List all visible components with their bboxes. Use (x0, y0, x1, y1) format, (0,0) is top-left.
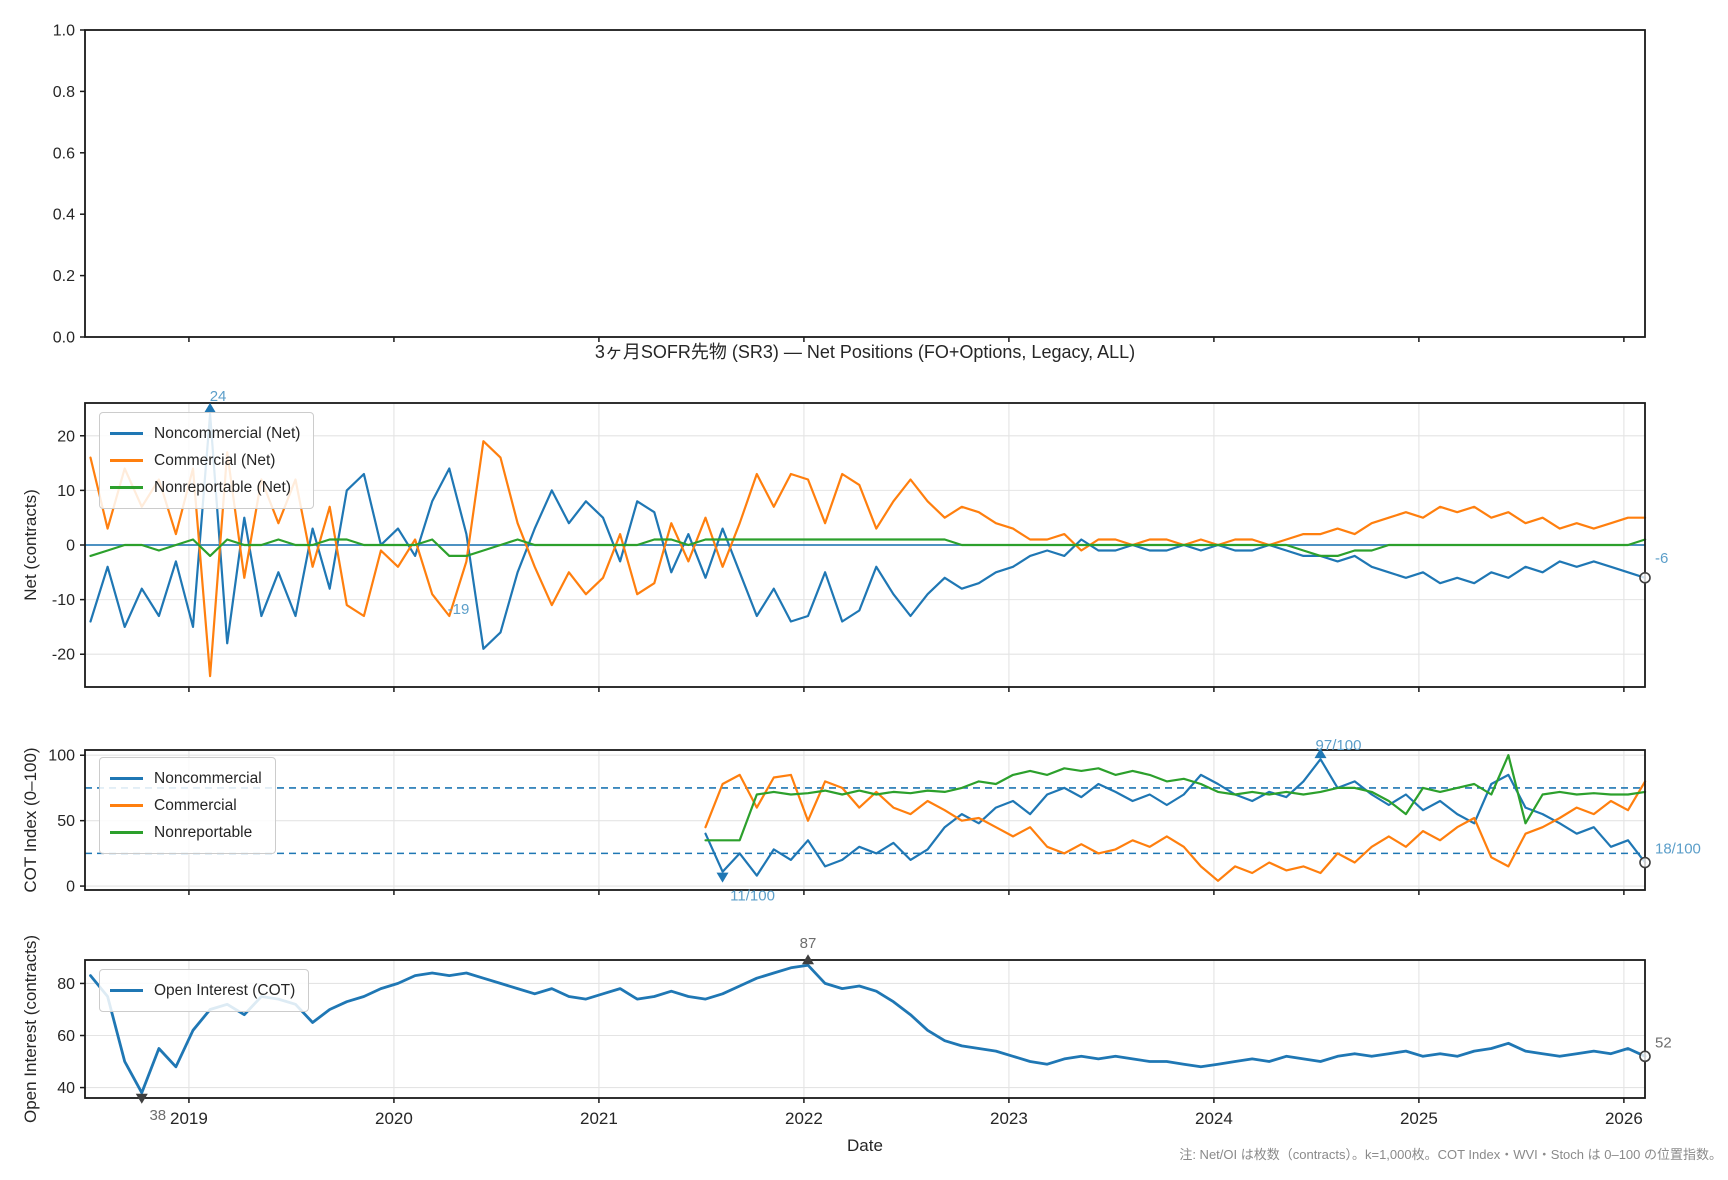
x-tick-label: 2019 (170, 1109, 208, 1128)
series-line-open-interest-cot- (89, 963, 1647, 1095)
end-point-circle (1639, 571, 1651, 584)
end-point-circle (1639, 856, 1651, 869)
annotation-blue: 24 (210, 388, 227, 405)
y-tick-label: 0.4 (53, 207, 75, 224)
line-swatch-commercial (110, 804, 143, 807)
footnote: 注: Net/OI は枚数（contracts）。k=1,000枚。COT In… (1179, 1147, 1722, 1162)
legend-cot-index: Noncommercial Commercial Nonreportable (99, 757, 276, 854)
legend-label: Commercial (Net) (154, 451, 276, 469)
chart-title: 3ヶ月SOFR先物 (SR3) — Net Positions (FO+Opti… (594, 342, 1136, 362)
annotation-blue: -6 (1655, 550, 1668, 567)
legend-label: Nonreportable (Net) (154, 478, 291, 496)
line-swatch-noncommercial (110, 432, 143, 435)
legend-label: Open Interest (COT) (154, 981, 296, 999)
axes-spines (84, 29, 1646, 338)
annotation-gray: 87 (800, 935, 817, 952)
annotation-blue: 11/100 (730, 888, 775, 905)
y-tick-label: 0.0 (53, 330, 75, 347)
legend-item: Commercial (Net) (110, 447, 300, 474)
y-tick-label: -10 (52, 592, 75, 609)
annotation-gray: 38 (149, 1107, 166, 1124)
series-line-noncommercial-net- (89, 412, 1647, 650)
legend-label: Nonreportable (154, 823, 253, 841)
min-marker-arrow-down (135, 1093, 148, 1104)
legend-item: Nonreportable (110, 819, 262, 846)
y-tick-label: 60 (57, 1028, 75, 1045)
panel-placeholder: 0.0 0.2 0.4 0.6 0.8 1.0 (53, 23, 1646, 347)
y-tick-label: 1.0 (53, 23, 75, 40)
y-tick-label: 40 (57, 1080, 75, 1097)
legend-item: Commercial (110, 792, 262, 819)
panel-net_positions: -20 -10 0 10 20 24 -19 -6 (52, 388, 1668, 692)
annotation-blue: -19 (448, 601, 470, 618)
series-line-commercial (704, 773, 1647, 882)
line-swatch-nonreportable (110, 486, 143, 489)
ylabel-open-interest: Open Interest (contracts) (21, 934, 40, 1124)
x-tick-label: 2020 (375, 1109, 413, 1128)
series-line-noncommercial (704, 758, 1647, 877)
ylabel-cot-index: COT Index (0–100) (21, 747, 40, 893)
y-tick-label: 0 (66, 538, 75, 555)
panel-open_interest: 2019 2020 2021 2022 2023 2024 2025 2026 40 60 80 38… (57, 935, 1671, 1128)
x-tick-label: 2024 (1195, 1109, 1233, 1128)
y-tick-label: 0.6 (53, 145, 75, 162)
max-marker-arrow-up (802, 954, 815, 965)
y-tick-label: 50 (57, 813, 75, 830)
max-marker-arrow-up (1314, 748, 1327, 759)
y-tick-label: 0 (66, 879, 75, 896)
ylabel-net: Net (contracts) (21, 489, 40, 601)
legend-item: Noncommercial (Net) (110, 420, 300, 447)
legend-open-interest: Open Interest (COT) (99, 969, 310, 1012)
y-tick-label: 20 (57, 428, 75, 445)
legend-net-positions: Noncommercial (Net) Commercial (Net) Non… (99, 412, 315, 509)
x-tick-label: 2026 (1605, 1109, 1643, 1128)
legend-item: Noncommercial (110, 765, 262, 792)
xlabel-date: Date (847, 1136, 883, 1155)
panel-cot_index: 0 50 100 97/100 11/100 18/100 (48, 737, 1701, 905)
legend-label: Commercial (154, 796, 237, 814)
series-line-nonreportable (704, 754, 1647, 842)
y-tick-label: 10 (57, 483, 75, 500)
annotation-gray: 52 (1655, 1034, 1672, 1051)
legend-label: Noncommercial (Net) (154, 424, 301, 442)
legend-item: Open Interest (COT) (110, 977, 295, 1004)
x-tick-label: 2021 (580, 1109, 618, 1128)
series-line-commercial-net- (89, 440, 1647, 678)
line-swatch-noncommercial (110, 777, 143, 780)
y-tick-label: 0.2 (53, 268, 75, 285)
line-swatch-open-interest (110, 989, 143, 992)
end-point-circle (1639, 1050, 1651, 1063)
min-marker-arrow-down (716, 872, 729, 883)
series-line-nonreportable-net- (89, 538, 1647, 558)
line-swatch-nonreportable (110, 831, 143, 834)
axes-spines (84, 749, 1646, 891)
max-marker-arrow-up (204, 402, 217, 413)
line-swatch-commercial (110, 459, 143, 462)
annotation-blue: 97/100 (1316, 737, 1362, 754)
y-tick-label: 100 (48, 748, 75, 765)
y-tick-label: 80 (57, 976, 75, 993)
legend-item: Nonreportable (Net) (110, 474, 300, 501)
x-tick-label: 2023 (990, 1109, 1028, 1128)
annotation-blue: 18/100 (1655, 841, 1701, 858)
x-tick-label: 2025 (1400, 1109, 1438, 1128)
y-tick-label: -20 (52, 647, 75, 664)
y-tick-label: 0.8 (53, 84, 75, 101)
axes-spines (84, 959, 1646, 1099)
x-tick-label: 2022 (785, 1109, 823, 1128)
legend-label: Noncommercial (154, 769, 262, 787)
